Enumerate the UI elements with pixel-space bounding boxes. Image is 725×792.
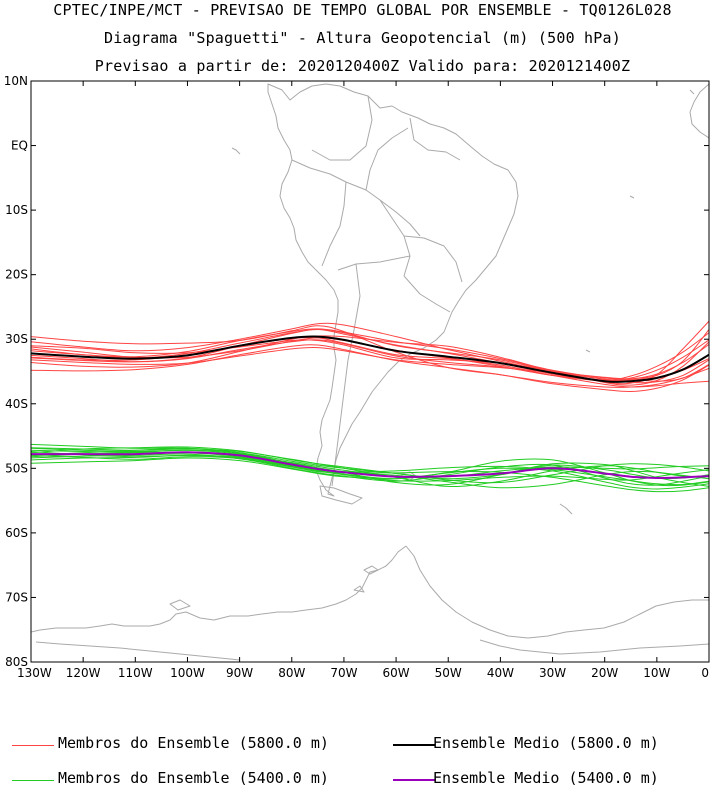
ensemble-curves (31, 320, 709, 493)
lat-label-70S: 70S (5, 590, 28, 604)
lat-label-80S: 80S (5, 655, 28, 669)
legend-mean-5400-swatch (393, 779, 435, 781)
member-5800-line-10 (31, 328, 709, 380)
lon-label-30W: 30W (539, 666, 566, 680)
member-5400-line-11 (31, 451, 709, 482)
lon-label-80W: 80W (278, 666, 305, 680)
lon-label-60W: 60W (383, 666, 410, 680)
lat-label-10S: 10S (5, 203, 28, 217)
country-borders (291, 95, 463, 487)
legend-members-5400: Membros do Ensemble (5400.0 m) (58, 769, 329, 787)
member-5800-line-1 (31, 320, 709, 385)
legend-members-5800: Membros do Ensemble (5800.0 m) (58, 734, 329, 752)
south-america-coastline (267, 83, 519, 497)
member-5400-line-7 (31, 454, 709, 489)
legend-members-5800-swatch (12, 745, 54, 746)
lon-label-120W: 120W (66, 666, 101, 680)
plot-frame (30, 80, 710, 663)
atlantic-islands (231, 89, 695, 353)
africa-coastline (689, 83, 709, 139)
lon-label-90W: 90W (226, 666, 253, 680)
legend-mean-5400: Ensemble Medio (5400.0 m) (433, 769, 659, 787)
lat-label-EQ: EQ (11, 139, 28, 153)
lat-label-60S: 60S (5, 526, 28, 540)
lon-label-0: 0 (701, 666, 709, 680)
member-5800-line-6 (31, 344, 709, 393)
lat-label-10N: 10N (4, 74, 28, 88)
member-5400-line-5 (31, 446, 709, 484)
lon-label-70W: 70W (330, 666, 357, 680)
mean-5400-line (31, 451, 709, 480)
lat-label-20S: 20S (5, 268, 28, 282)
lon-label-40W: 40W (487, 666, 514, 680)
legend-mean-5800-swatch (393, 744, 435, 746)
lon-label-100W: 100W (170, 666, 205, 680)
antarctic-inner-coast (479, 639, 709, 655)
lon-label-50W: 50W (435, 666, 462, 680)
tierra-del-fuego (319, 485, 363, 505)
south-georgia (559, 503, 573, 515)
weddell-coast (405, 545, 709, 639)
title-line-2: Diagrama "Spaguetti" - Altura Geopotenci… (104, 29, 621, 47)
member-5800-line-9 (31, 346, 709, 384)
lon-label-130W: 130W (17, 666, 52, 680)
lat-label-50S: 50S (5, 461, 28, 475)
title-line-1: CPTEC/INPE/MCT - PREVISAO DE TEMPO GLOBA… (53, 1, 672, 19)
antarctic-islands (35, 565, 379, 661)
title-line-3: Previsao a partir de: 2020120400Z Valido… (94, 57, 631, 75)
member-5800-line-7 (31, 328, 709, 381)
lon-label-20W: 20W (591, 666, 618, 680)
lon-label-110W: 110W (118, 666, 153, 680)
antarctic-peninsula-coastline (31, 545, 407, 633)
lon-label-10W: 10W (643, 666, 670, 680)
legend-members-5400-swatch (12, 780, 54, 781)
coastline-layer (31, 83, 709, 661)
legend-mean-5800: Ensemble Medio (5800.0 m) (433, 734, 659, 752)
member-5400-line-8 (31, 447, 709, 487)
lat-label-40S: 40S (5, 397, 28, 411)
mean-5800-line (31, 335, 709, 383)
lat-label-30S: 30S (5, 332, 28, 346)
member-5400-line-2 (31, 453, 709, 486)
